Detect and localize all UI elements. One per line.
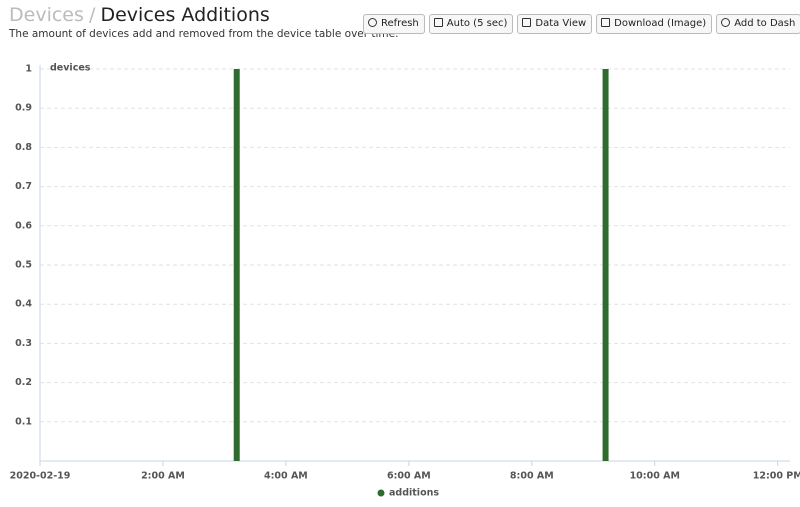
y-tick-label: 0.5	[15, 260, 32, 271]
button-icon	[601, 18, 611, 27]
header: Devices / Devices Additions The amount o…	[9, 4, 398, 40]
toolbar-button[interactable]: Download (Image)	[596, 14, 713, 34]
toolbar-button[interactable]: Add to Dash	[716, 14, 800, 34]
toolbar-button[interactable]: Auto (5 sec)	[428, 14, 514, 34]
bar	[602, 69, 609, 461]
subtitle: The amount of devices add and removed fr…	[9, 28, 399, 40]
separator: /	[88, 4, 96, 26]
y-axis-label: devices	[50, 63, 91, 74]
button-label: Add to Dash	[734, 18, 796, 29]
breadcrumb[interactable]: Devices	[9, 4, 84, 26]
y-tick-label: 0.3	[15, 338, 32, 349]
button-label: Auto (5 sec)	[446, 18, 508, 29]
y-tick-label: 0.1	[15, 416, 32, 427]
y-tick-label: 0.8	[15, 142, 32, 153]
y-tick-label: 1	[25, 64, 32, 75]
button-label: Refresh	[381, 18, 419, 29]
x-tick-label: 6:00 AM	[387, 471, 431, 482]
x-tick-label: 4:00 AM	[264, 471, 308, 482]
button-icon	[721, 18, 731, 27]
toolbar-button[interactable]: Data View	[517, 14, 593, 34]
y-tick-label: 0.2	[15, 377, 32, 388]
x-tick-label: 8:00 AM	[510, 471, 554, 482]
bar	[233, 69, 240, 461]
title: Devices Additions	[100, 4, 270, 26]
x-tick-label: 12:00 PM	[753, 471, 800, 482]
x-tick-label: 2:00 AM	[141, 471, 185, 482]
y-tick-label: 0.6	[15, 220, 32, 231]
button-icon	[433, 18, 443, 27]
toolbar: Refresh Auto (5 sec) Data View Download (Im…	[363, 11, 800, 34]
toolbar-button[interactable]: Refresh	[363, 14, 425, 34]
legend-marker	[377, 489, 385, 497]
x-tick-label: 10:00 AM	[630, 471, 680, 482]
y-tick-label: 0.9	[15, 103, 32, 114]
y-tick-label: 0.4	[15, 299, 32, 310]
x-tick-label: 2020-02-19	[10, 471, 71, 482]
legend-label: additions	[389, 488, 439, 499]
button-label: Data View	[535, 18, 587, 29]
y-tick-label: 0.7	[15, 181, 32, 192]
button-label: Download (Image)	[614, 18, 707, 29]
button-icon	[368, 18, 377, 27]
button-icon	[522, 18, 532, 27]
